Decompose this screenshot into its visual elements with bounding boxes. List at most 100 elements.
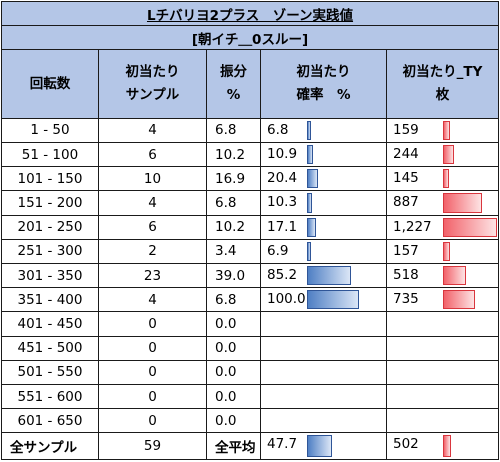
ty-data-bar <box>443 217 497 237</box>
ty-data-bar <box>443 193 482 213</box>
ty-data-bar <box>443 145 454 165</box>
cell-samples: 0 <box>98 359 207 386</box>
cell-rate: 10.9 <box>260 142 387 168</box>
cell-range: 51 - 100 <box>1 142 99 168</box>
cell-share: 3.4 <box>206 238 261 265</box>
cell-range: 401 - 450 <box>1 311 99 337</box>
header-range: 回転数 <box>1 49 99 119</box>
ty-data-bar <box>443 241 450 262</box>
cell-ty <box>385 384 500 410</box>
ty-value: 244 <box>393 146 419 163</box>
table-row: 351 - 400 4 6.8 100.0 735 <box>1 287 500 313</box>
ty-value: 159 <box>393 121 419 138</box>
rate-data-bar <box>307 193 312 213</box>
cell-share: 10.2 <box>206 142 261 168</box>
ty-value: 145 <box>393 170 419 187</box>
table-row: 551 - 600 0 0.0 <box>1 384 500 410</box>
table-title-cell: Lチバリヨ2プラス ゾーン実践値 <box>0 0 500 27</box>
total-ty-data-bar <box>443 435 451 457</box>
rate-value: 6.8 <box>267 121 289 138</box>
cell-samples: 6 <box>98 142 207 168</box>
cell-rate <box>260 359 387 386</box>
cell-ty: 244 <box>385 142 500 168</box>
cell-samples: 0 <box>98 384 207 410</box>
cell-ty: 887 <box>385 190 500 216</box>
cell-ty: 157 <box>385 238 500 265</box>
header-rate-line2: 確率 % <box>296 87 351 104</box>
table-row: 501 - 550 0 0.0 <box>1 359 500 386</box>
rate-data-bar <box>307 120 311 141</box>
cell-ty: 735 <box>385 287 500 313</box>
rate-value: 85.2 <box>267 267 298 284</box>
ty-data-bar <box>443 290 475 310</box>
subtitle-row: [朝イチ＿0スルー] <box>0 25 500 51</box>
rate-value: 100.0 <box>267 291 306 308</box>
table-row: 301 - 350 23 39.0 85.2 518 <box>1 263 500 289</box>
cell-share: 0.0 <box>206 335 261 361</box>
total-rate: 47.7 <box>260 432 387 460</box>
table-row: 101 - 150 10 16.9 20.4 145 <box>1 166 500 192</box>
cell-range: 451 - 500 <box>1 335 99 361</box>
cell-share: 6.8 <box>206 117 261 144</box>
ty-data-bar <box>443 266 466 286</box>
header-samples: 初当たり サンプル <box>98 49 207 119</box>
rate-value: 10.9 <box>267 146 298 163</box>
cell-share: 0.0 <box>206 384 261 410</box>
table-row: 451 - 500 0 0.0 <box>1 335 500 361</box>
table-row: 201 - 250 6 10.2 17.1 1,227 <box>1 214 500 240</box>
header-samples-line1: 初当たり <box>125 64 180 81</box>
cell-rate: 6.9 <box>260 238 387 265</box>
rate-value: 20.4 <box>267 170 298 187</box>
cell-ty: 159 <box>385 117 500 144</box>
ty-data-bar <box>443 120 450 141</box>
total-rate-data-bar <box>307 435 332 457</box>
header-share: 振分% <box>206 49 261 119</box>
cell-samples: 2 <box>98 238 207 265</box>
table-row: 151 - 200 4 6.8 10.3 887 <box>1 190 500 216</box>
ty-value: 887 <box>393 194 419 211</box>
cell-range: 601 - 650 <box>1 408 99 434</box>
header-rate: 初当たり 確率 % <box>260 49 387 119</box>
rate-value: 10.3 <box>267 194 298 211</box>
rate-data-bar <box>307 217 316 237</box>
cell-rate: 100.0 <box>260 287 387 313</box>
cell-rate: 85.2 <box>260 263 387 289</box>
cell-samples: 10 <box>98 166 207 192</box>
cell-range: 101 - 150 <box>1 166 99 192</box>
table-title: Lチバリヨ2プラス ゾーン実践値 <box>146 7 354 24</box>
total-row: 全サンプル 59 全平均 47.7 502 <box>1 432 500 460</box>
rate-data-bar <box>307 266 351 286</box>
ty-value: 735 <box>393 291 419 308</box>
cell-range: 501 - 550 <box>1 359 99 386</box>
cell-ty: 145 <box>385 166 500 192</box>
cell-share: 0.0 <box>206 359 261 386</box>
cell-rate: 20.4 <box>260 166 387 192</box>
cell-rate <box>260 335 387 361</box>
cell-share: 0.0 <box>206 408 261 434</box>
ty-value: 1,227 <box>393 218 432 235</box>
cell-ty <box>385 335 500 361</box>
cell-share: 6.8 <box>206 287 261 313</box>
cell-range: 151 - 200 <box>1 190 99 216</box>
header-row: 回転数 初当たり サンプル 振分% 初当たり 確率 % 初当たり_TY 枚 <box>1 49 500 119</box>
total-average-label: 全平均 <box>206 432 261 460</box>
cell-rate: 6.8 <box>260 117 387 144</box>
total-ty: 502 <box>385 432 500 460</box>
header-ty-line2: 枚 <box>435 87 450 104</box>
cell-share: 16.9 <box>206 166 261 192</box>
cell-range: 301 - 350 <box>1 263 99 289</box>
cell-samples: 0 <box>98 408 207 434</box>
table-row: 401 - 450 0 0.0 <box>1 311 500 337</box>
cell-share: 39.0 <box>206 263 261 289</box>
cell-range: 201 - 250 <box>1 214 99 240</box>
cell-range: 551 - 600 <box>1 384 99 410</box>
rate-data-bar <box>307 145 313 165</box>
header-range-label: 回転数 <box>29 75 71 92</box>
cell-samples: 6 <box>98 214 207 240</box>
table-row: 1 - 50 4 6.8 6.8 159 <box>1 117 500 144</box>
cell-share: 6.8 <box>206 190 261 216</box>
total-ty-value: 502 <box>393 436 419 453</box>
header-samples-line2: サンプル <box>125 87 180 104</box>
rate-data-bar <box>307 290 359 310</box>
